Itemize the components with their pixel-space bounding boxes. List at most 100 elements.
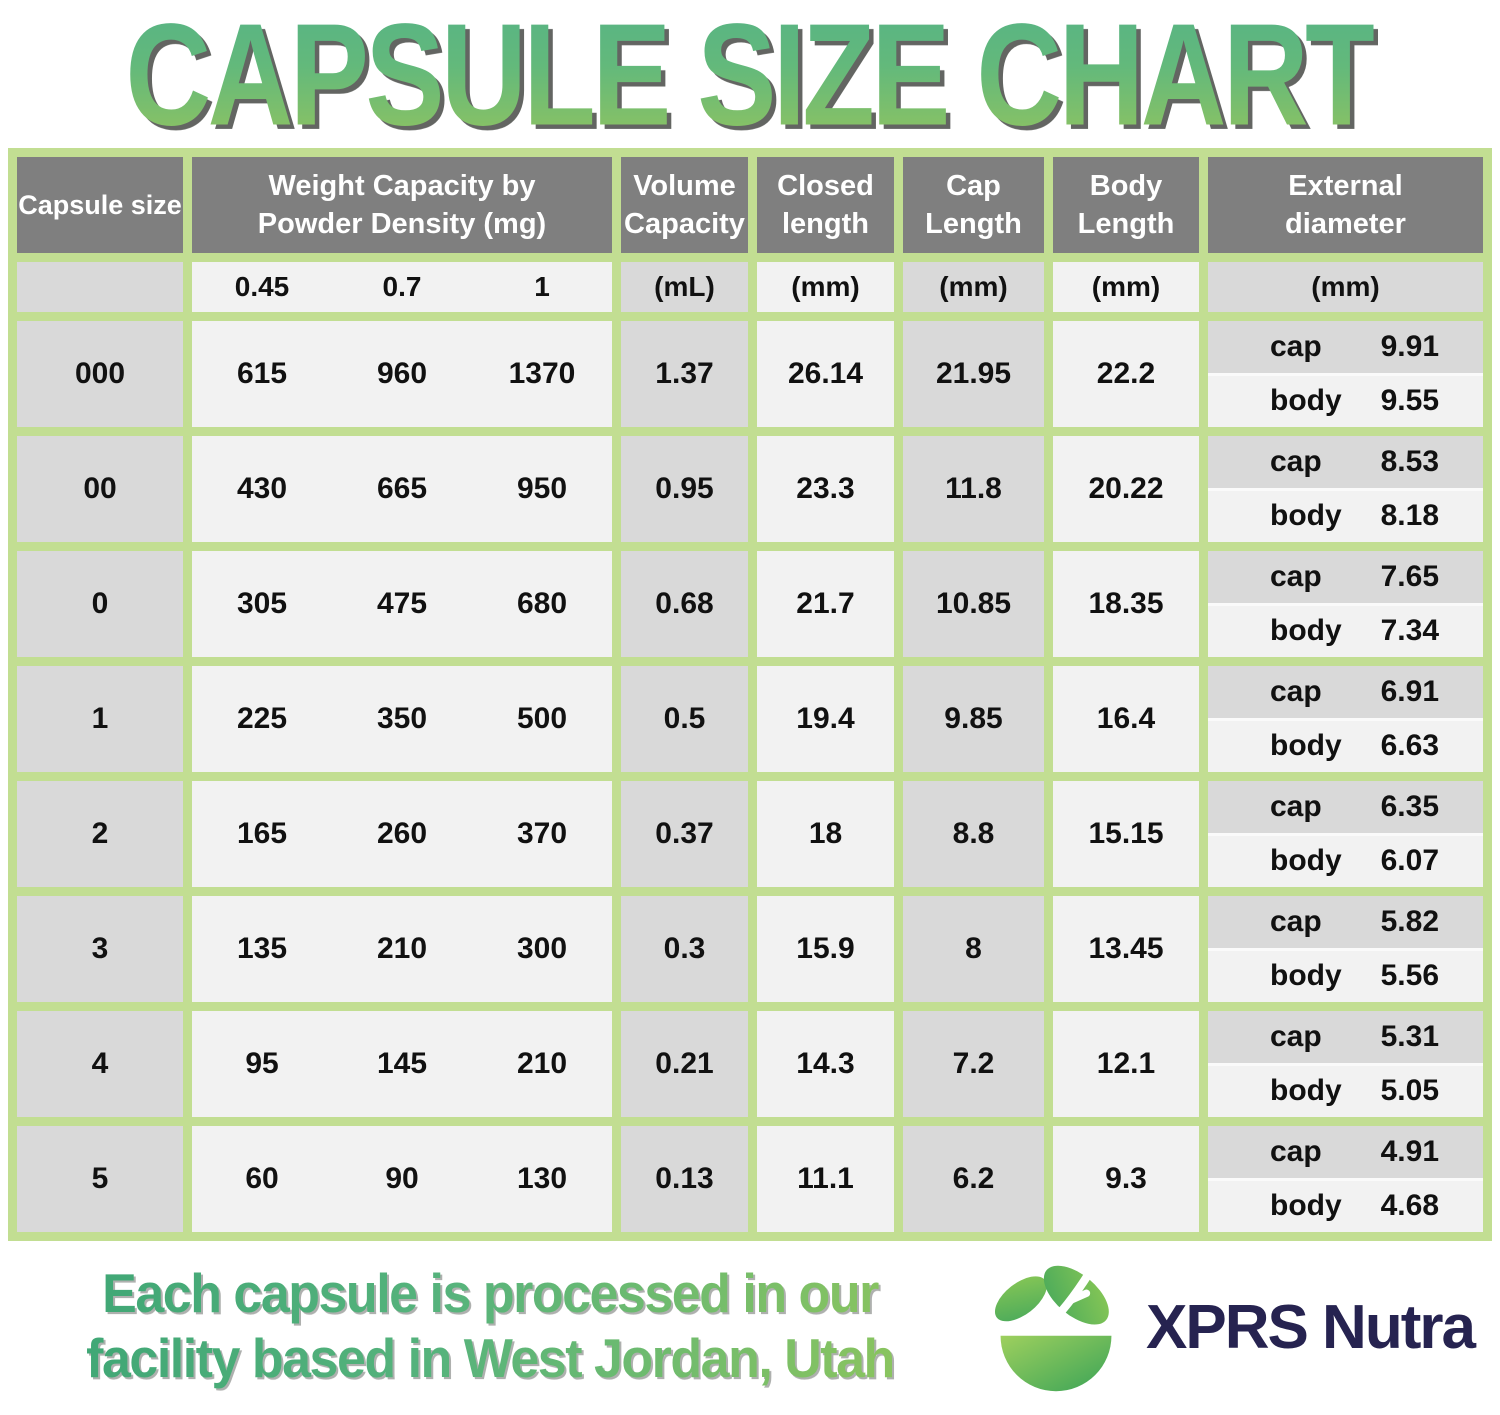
cap-length-cell: 11.8 <box>903 436 1044 542</box>
unit-cell-volume: (mL) <box>621 262 748 312</box>
ext-cap-label: cap <box>1270 559 1322 593</box>
ext-body-value: 4.68 <box>1380 1189 1439 1223</box>
title-area: CAPSULE SIZE CHART <box>0 0 1500 155</box>
body-length-cell: 12.1 <box>1053 1011 1199 1117</box>
ext-body-label: body <box>1270 1189 1342 1223</box>
volume-cell: 0.68 <box>621 551 748 657</box>
external-diameter-cell: cap 5.82 body 5.56 <box>1208 896 1483 1002</box>
closed-length-cell: 26.14 <box>757 321 894 427</box>
ext-body-value: 5.56 <box>1380 959 1439 993</box>
body-length-cell: 22.2 <box>1053 321 1199 427</box>
weight-0.7: 960 <box>376 357 428 390</box>
weight-0.7: 145 <box>376 1047 428 1080</box>
external-diameter-cell: cap 9.91 body 9.55 <box>1208 321 1483 427</box>
external-diameter-cell: cap 6.35 body 6.07 <box>1208 781 1483 887</box>
weight-capacity-cell: 60 90 130 <box>192 1126 612 1232</box>
table-row: 5 60 90 130 0.13 11.1 6.2 9.3 cap 4.91 bo… <box>17 1126 1483 1232</box>
body-length-cell: 13.45 <box>1053 896 1199 1002</box>
table-row: 1 225 350 500 0.5 19.4 9.85 16.4 cap 6.91… <box>17 666 1483 772</box>
ext-cap-value: 6.35 <box>1380 789 1439 823</box>
capsule-size-cell: 00 <box>17 436 183 542</box>
ext-cap-label: cap <box>1270 789 1322 823</box>
ext-cap-value: 5.31 <box>1380 1019 1439 1053</box>
ext-body-value: 6.07 <box>1380 844 1439 878</box>
ext-body-label: body <box>1270 959 1342 993</box>
body-length-cell: 16.4 <box>1053 666 1199 772</box>
col-header-capsule-size: Capsule size <box>17 157 183 253</box>
capsule-size-cell: 5 <box>17 1126 183 1232</box>
ext-cap-value: 5.82 <box>1380 904 1439 938</box>
col-header-closed-length: Closed length <box>757 157 894 253</box>
weight-0.45: 135 <box>236 932 288 965</box>
ext-body-value: 6.63 <box>1380 729 1439 763</box>
footer-tagline: Each capsule is processed in our facilit… <box>6 1262 974 1392</box>
col-header-external-diameter: External diameter <box>1208 157 1483 253</box>
units-row: 0.45 0.7 1 (mL) (mm) (mm) (mm) (mm) <box>17 262 1483 312</box>
leaf-bowl-icon <box>994 1265 1112 1392</box>
external-diameter-cell: cap 5.31 body 5.05 <box>1208 1011 1483 1117</box>
weight-capacity-cell: 225 350 500 <box>192 666 612 772</box>
ext-body-label: body <box>1270 729 1342 763</box>
volume-cell: 0.95 <box>621 436 748 542</box>
ext-cap-value: 7.65 <box>1380 559 1439 593</box>
density-1-label: 1 <box>534 271 550 302</box>
closed-length-cell: 21.7 <box>757 551 894 657</box>
weight-0.45: 615 <box>236 357 288 390</box>
body-length-cell: 20.22 <box>1053 436 1199 542</box>
col-header-body-length: Body Length <box>1053 157 1199 253</box>
closed-length-cell: 23.3 <box>757 436 894 542</box>
ext-body-label: body <box>1270 614 1342 648</box>
external-diameter-cell: cap 4.91 body 4.68 <box>1208 1126 1483 1232</box>
weight-0.7: 665 <box>376 472 428 505</box>
weight-1: 1370 <box>508 357 576 390</box>
closed-length-cell: 18 <box>757 781 894 887</box>
weight-capacity-cell: 305 475 680 <box>192 551 612 657</box>
weight-0.45: 165 <box>236 817 288 850</box>
brand-name: XPRS Nutra <box>1146 1292 1476 1362</box>
unit-cell-empty <box>17 262 183 312</box>
closed-length-cell: 11.1 <box>757 1126 894 1232</box>
weight-0.7: 210 <box>376 932 428 965</box>
weight-1: 680 <box>516 587 568 620</box>
weight-0.45: 305 <box>236 587 288 620</box>
ext-body-label: body <box>1270 499 1342 533</box>
table-row: 0 305 475 680 0.68 21.7 10.85 18.35 cap 7… <box>17 551 1483 657</box>
cap-length-cell: 8.8 <box>903 781 1044 887</box>
col-header-weight-capacity: Weight Capacity by Powder Density (mg) <box>192 157 612 253</box>
table-row: 000 615 960 1370 1.37 26.14 21.95 22.2 c… <box>17 321 1483 427</box>
table-row: 3 135 210 300 0.3 15.9 8 13.45 cap 5.82 b… <box>17 896 1483 1002</box>
weight-0.45: 60 <box>245 1162 279 1195</box>
cap-length-cell: 10.85 <box>903 551 1044 657</box>
weight-capacity-cell: 430 665 950 <box>192 436 612 542</box>
ext-cap-value: 4.91 <box>1380 1134 1439 1168</box>
ext-cap-label: cap <box>1270 329 1322 363</box>
footer: Each capsule is processed in our facilit… <box>0 1241 1500 1413</box>
weight-capacity-cell: 615 960 1370 <box>192 321 612 427</box>
ext-cap-label: cap <box>1270 1134 1322 1168</box>
capsule-size-cell: 3 <box>17 896 183 1002</box>
weight-0.45: 225 <box>236 702 288 735</box>
body-length-cell: 15.15 <box>1053 781 1199 887</box>
ext-cap-value: 6.91 <box>1380 674 1439 708</box>
volume-cell: 0.21 <box>621 1011 748 1117</box>
unit-cell-weight-densities: 0.45 0.7 1 <box>192 262 612 312</box>
capsule-size-cell: 2 <box>17 781 183 887</box>
weight-0.7: 475 <box>376 587 428 620</box>
capsule-size-cell: 000 <box>17 321 183 427</box>
footer-tagline-line1: Each capsule is processed in our <box>102 1263 878 1325</box>
weight-1: 500 <box>516 702 568 735</box>
ext-cap-label: cap <box>1270 1019 1322 1053</box>
capsule-size-cell: 4 <box>17 1011 183 1117</box>
external-diameter-cell: cap 8.53 body 8.18 <box>1208 436 1483 542</box>
weight-0.45: 95 <box>245 1047 279 1080</box>
ext-cap-label: cap <box>1270 904 1322 938</box>
ext-cap-label: cap <box>1270 444 1322 478</box>
brand-logo: XPRS Nutra <box>982 1260 1476 1394</box>
density-0.7-label: 0.7 <box>382 271 422 302</box>
table-row: 2 165 260 370 0.37 18 8.8 15.15 cap 6.35 … <box>17 781 1483 887</box>
weight-0.7: 260 <box>376 817 428 850</box>
cap-length-cell: 9.85 <box>903 666 1044 772</box>
page-title: CAPSULE SIZE CHART <box>126 0 1378 157</box>
ext-cap-value: 9.91 <box>1380 329 1439 363</box>
